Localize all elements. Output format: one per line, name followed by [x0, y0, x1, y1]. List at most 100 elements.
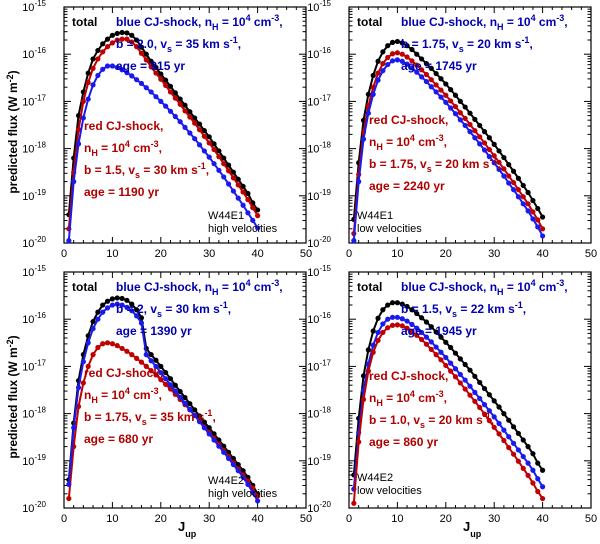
object-label: low velocities: [357, 223, 422, 235]
data-point: [389, 322, 396, 328]
data-point: [163, 77, 169, 83]
data-point: [530, 467, 536, 473]
total-label: total: [357, 280, 382, 294]
y-tick-label: 10-18: [307, 141, 331, 156]
data-point: [462, 386, 468, 392]
data-point: [124, 70, 130, 76]
series-line: [67, 303, 259, 502]
data-point: [187, 130, 193, 136]
data-point: [138, 315, 145, 321]
data-point: [452, 92, 459, 98]
data-point: [486, 408, 492, 414]
data-point: [452, 366, 459, 372]
data-point: [530, 209, 536, 215]
data-point: [124, 348, 130, 354]
data-point: [385, 302, 391, 308]
data-point: [540, 467, 546, 473]
data-point: [129, 352, 135, 358]
series-line: [352, 51, 544, 234]
data-point: [510, 187, 517, 193]
data-point: [172, 95, 178, 101]
y-tick-label: 10-16: [22, 46, 46, 61]
data-point: [250, 217, 256, 223]
data-point: [540, 214, 546, 220]
data-point: [409, 46, 415, 53]
data-point: [375, 70, 381, 76]
data-point: [477, 134, 483, 140]
red-shock-annotation: red CJ-shock,: [369, 369, 448, 383]
data-point: [530, 197, 536, 204]
data-point: [124, 30, 130, 36]
data-point: [515, 447, 522, 453]
data-point: [163, 82, 169, 88]
data-point: [472, 373, 478, 379]
data-point: [477, 141, 483, 147]
data-point: [389, 314, 396, 320]
data-point: [255, 498, 261, 504]
red-shock-annotation: b = 1.5, vs = 30 km s-1,: [84, 161, 209, 180]
data-point: [462, 122, 468, 129]
data-point: [90, 318, 96, 325]
data-point: [530, 480, 536, 486]
data-point: [221, 449, 227, 455]
data-point: [525, 444, 531, 450]
data-point: [452, 103, 459, 110]
data-point: [187, 401, 193, 407]
data-point: [389, 51, 396, 57]
data-point: [423, 71, 430, 78]
data-point: [462, 104, 468, 110]
data-point: [404, 61, 410, 67]
y-tick-label: 10-18: [307, 406, 331, 421]
data-point: [380, 307, 386, 313]
data-point: [201, 148, 207, 154]
data-point: [414, 325, 420, 331]
data-point: [182, 108, 188, 114]
data-point: [375, 58, 381, 64]
data-point: [90, 82, 96, 88]
series-blue-cj-shock: [351, 57, 546, 244]
data-point: [501, 166, 507, 172]
series-red-cj-shock: [66, 36, 261, 232]
y-tick-label: 10-19: [22, 453, 46, 468]
plot-frame: [63, 6, 307, 244]
data-point: [467, 110, 473, 116]
data-point: [148, 64, 154, 70]
y-tick-label: 10-19: [22, 188, 46, 203]
y-tick-label: 10-19: [307, 453, 331, 468]
data-point: [404, 325, 410, 331]
data-point: [515, 430, 522, 437]
data-point: [206, 425, 212, 431]
data-point: [167, 83, 174, 89]
x-tick-label: 0: [346, 513, 352, 525]
data-point: [138, 320, 145, 326]
data-point: [172, 90, 178, 96]
data-point: [100, 341, 106, 347]
data-point: [114, 301, 120, 307]
blue-shock-annotation: blue CJ-shock, nH = 104 cm-3,: [116, 13, 283, 32]
data-point: [457, 356, 463, 362]
data-point: [250, 489, 256, 496]
data-point: [525, 201, 531, 207]
y-tick-label: 10-20: [22, 500, 46, 515]
data-point: [100, 302, 106, 308]
data-point: [196, 413, 203, 419]
data-point: [428, 339, 434, 345]
data-point: [255, 225, 261, 231]
data-point: [506, 180, 512, 186]
data-point: [486, 154, 492, 160]
data-point: [230, 461, 236, 468]
red-shock-annotation: red CJ-shock,: [369, 113, 448, 127]
data-point: [360, 136, 367, 142]
data-point: [221, 155, 227, 161]
panels: 0 10 20 30 40 5010-2010-1910-1810-1710-1610-1…: [22, 0, 597, 525]
data-point: [360, 373, 367, 379]
data-point: [370, 328, 376, 334]
data-point: [163, 103, 169, 109]
data-point: [491, 414, 497, 420]
data-point: [153, 94, 159, 100]
data-point: [452, 350, 459, 356]
data-point: [520, 194, 526, 200]
data-point: [216, 443, 222, 449]
series-total: [351, 300, 546, 478]
data-point: [211, 146, 217, 153]
